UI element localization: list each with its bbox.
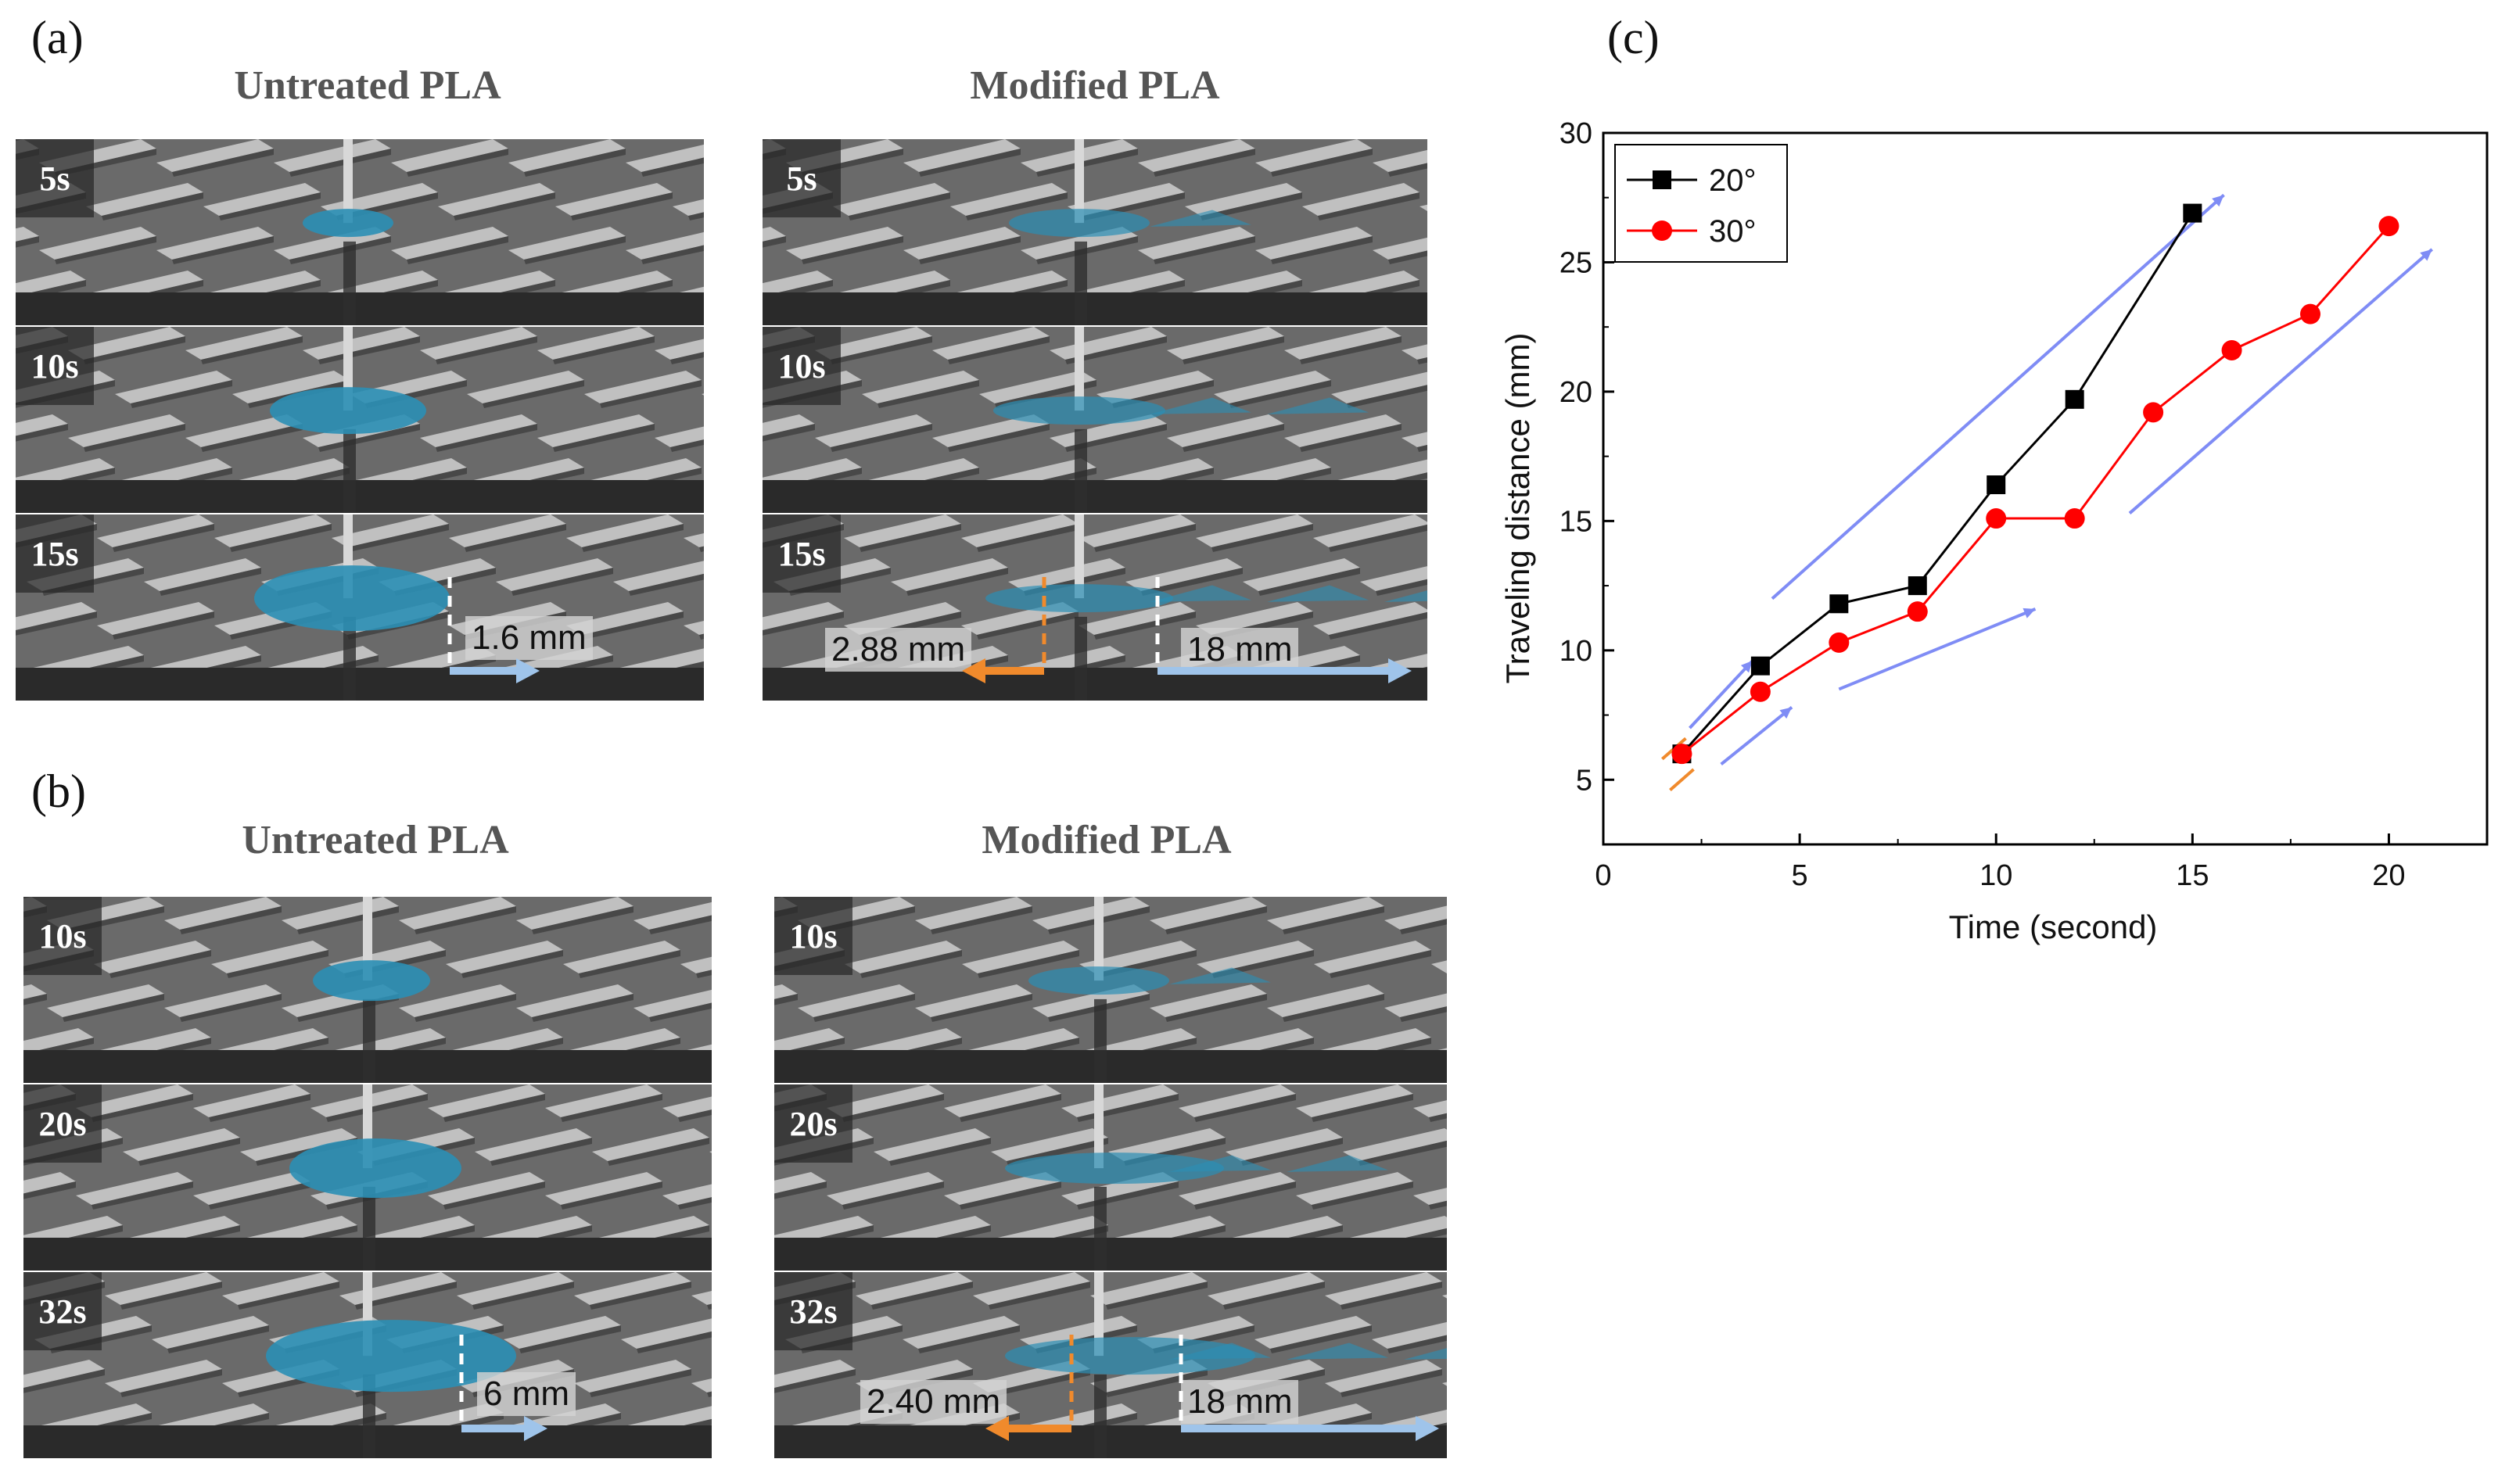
- data-point-circle: [1671, 744, 1692, 765]
- time-stamp-label: 15s: [763, 514, 841, 593]
- backward-arrow: [1669, 768, 1695, 792]
- x-tick-label: 15: [2176, 859, 2209, 892]
- x-tick-label: 5: [1792, 859, 1808, 892]
- data-point-circle: [1829, 632, 1850, 653]
- data-point-circle: [2378, 216, 2399, 237]
- time-stamp-label: 5s: [16, 139, 94, 217]
- panel-b-right-title: Modified PLA: [982, 818, 1232, 862]
- y-axis-label: Traveling distance (mm): [1499, 333, 1536, 684]
- time-stamp-label: 15s: [16, 514, 94, 593]
- trend-arrow: [1771, 193, 2225, 600]
- time-stamp-label: 5s: [763, 139, 841, 217]
- a-modified-frame-2: 10s: [763, 327, 1427, 513]
- legend-label: 20°: [1709, 163, 1757, 198]
- x-axis-label: Time (second): [1949, 909, 2158, 945]
- distance-arrow: [962, 577, 1046, 683]
- traveling-distance-chart: Traveling distance (mm) Time (second) 0 5…: [1499, 117, 2489, 945]
- distance-label: 2.88 mm: [825, 628, 972, 672]
- data-point-square: [1987, 475, 2006, 495]
- data-point-square: [2065, 389, 2084, 409]
- distance-label: 2.40 mm: [860, 1380, 1007, 1424]
- y-tick-label: 5: [1576, 764, 1592, 797]
- distance-arrow: [985, 1335, 1074, 1441]
- trend-arrow-head: [1779, 707, 1793, 719]
- legend-marker: [1652, 220, 1672, 241]
- x-tick-label: 0: [1595, 859, 1611, 892]
- x-tick-label: 10: [1979, 859, 2012, 892]
- b-modified-frame-2: 20s: [774, 1084, 1447, 1271]
- data-point-circle: [2300, 303, 2320, 324]
- data-point-circle: [1986, 508, 2007, 529]
- a-untreated-frame-1: 5s: [16, 139, 704, 325]
- distance-label: 18 mm: [1181, 628, 1299, 672]
- trend-arrow-head: [2212, 195, 2224, 207]
- b-modified-frame-3: 32s 2.40 mm 18 mm: [774, 1272, 1447, 1458]
- data-point-circle: [1907, 601, 1928, 622]
- trend-arrow-head: [2022, 608, 2036, 618]
- time-stamp-label: 32s: [774, 1272, 852, 1350]
- data-point-square: [2183, 203, 2202, 223]
- panel-a-left-title: Untreated PLA: [234, 63, 501, 108]
- time-stamp-label: 20s: [774, 1084, 852, 1163]
- a-untreated-frame-2: 10s: [16, 327, 704, 513]
- distance-label: 1.6 mm: [465, 616, 593, 660]
- y-tick-label: 15: [1559, 505, 1592, 538]
- distance-arrow: [447, 577, 540, 683]
- time-stamp-label: 10s: [16, 327, 94, 405]
- trend-arrow: [1838, 608, 2037, 691]
- data-point-square: [1750, 656, 1770, 676]
- distance-label: 18 mm: [1181, 1380, 1299, 1424]
- data-point-circle: [2221, 339, 2242, 360]
- panel-b-label: (b): [31, 765, 86, 817]
- time-stamp-label: 32s: [23, 1272, 102, 1350]
- time-stamp-label: 20s: [23, 1084, 102, 1163]
- b-untreated-frame-3: 32s 6 mm: [23, 1272, 712, 1458]
- legend-label: 30°: [1709, 214, 1757, 249]
- legend-marker: [1653, 170, 1671, 189]
- b-untreated-frame-2: 20s: [23, 1084, 712, 1271]
- data-point-square: [1829, 594, 1849, 614]
- time-stamp-label: 10s: [774, 897, 852, 975]
- data-point-circle: [2064, 508, 2085, 529]
- b-untreated-frame-1: 10s: [23, 897, 712, 1083]
- plot-frame: [1602, 131, 2489, 846]
- a-modified-frame-3: 15s 2.88 mm 18 mm: [763, 514, 1427, 701]
- a-untreated-frame-3: 15s 1.6 mm: [16, 514, 704, 701]
- panel-c-label: (c): [1607, 12, 1660, 63]
- b-modified-frame-1: 10s: [774, 897, 1447, 1083]
- a-modified-frame-1: 5s: [763, 139, 1427, 325]
- series-line-2: [1681, 225, 2390, 755]
- y-tick-label: 10: [1559, 635, 1592, 668]
- distance-arrow: [459, 1335, 547, 1441]
- y-tick-label: 30: [1559, 117, 1592, 150]
- data-point-circle: [2143, 402, 2164, 423]
- y-tick-label: 20: [1559, 376, 1592, 409]
- data-point-circle: [1750, 681, 1771, 702]
- trend-arrow: [1720, 706, 1793, 765]
- panel-a-label: (a): [31, 12, 84, 63]
- time-stamp-label: 10s: [23, 897, 102, 975]
- trend-arrow: [2128, 248, 2434, 514]
- trend-arrow: [1689, 659, 1754, 729]
- time-stamp-label: 10s: [763, 327, 841, 405]
- distance-arrow: [1179, 1335, 1439, 1441]
- distance-arrow: [1155, 577, 1412, 683]
- x-tick-label: 20: [2372, 859, 2405, 892]
- panel-b-left-title: Untreated PLA: [242, 818, 509, 862]
- y-tick-label: 25: [1559, 246, 1592, 279]
- trend-arrow-head: [1740, 661, 1753, 673]
- data-point-square: [1908, 576, 1927, 596]
- legend-box: [1614, 144, 1788, 263]
- trend-arrow-head: [2420, 249, 2432, 261]
- panel-a-right-title: Modified PLA: [970, 63, 1220, 108]
- distance-label: 6 mm: [477, 1372, 576, 1416]
